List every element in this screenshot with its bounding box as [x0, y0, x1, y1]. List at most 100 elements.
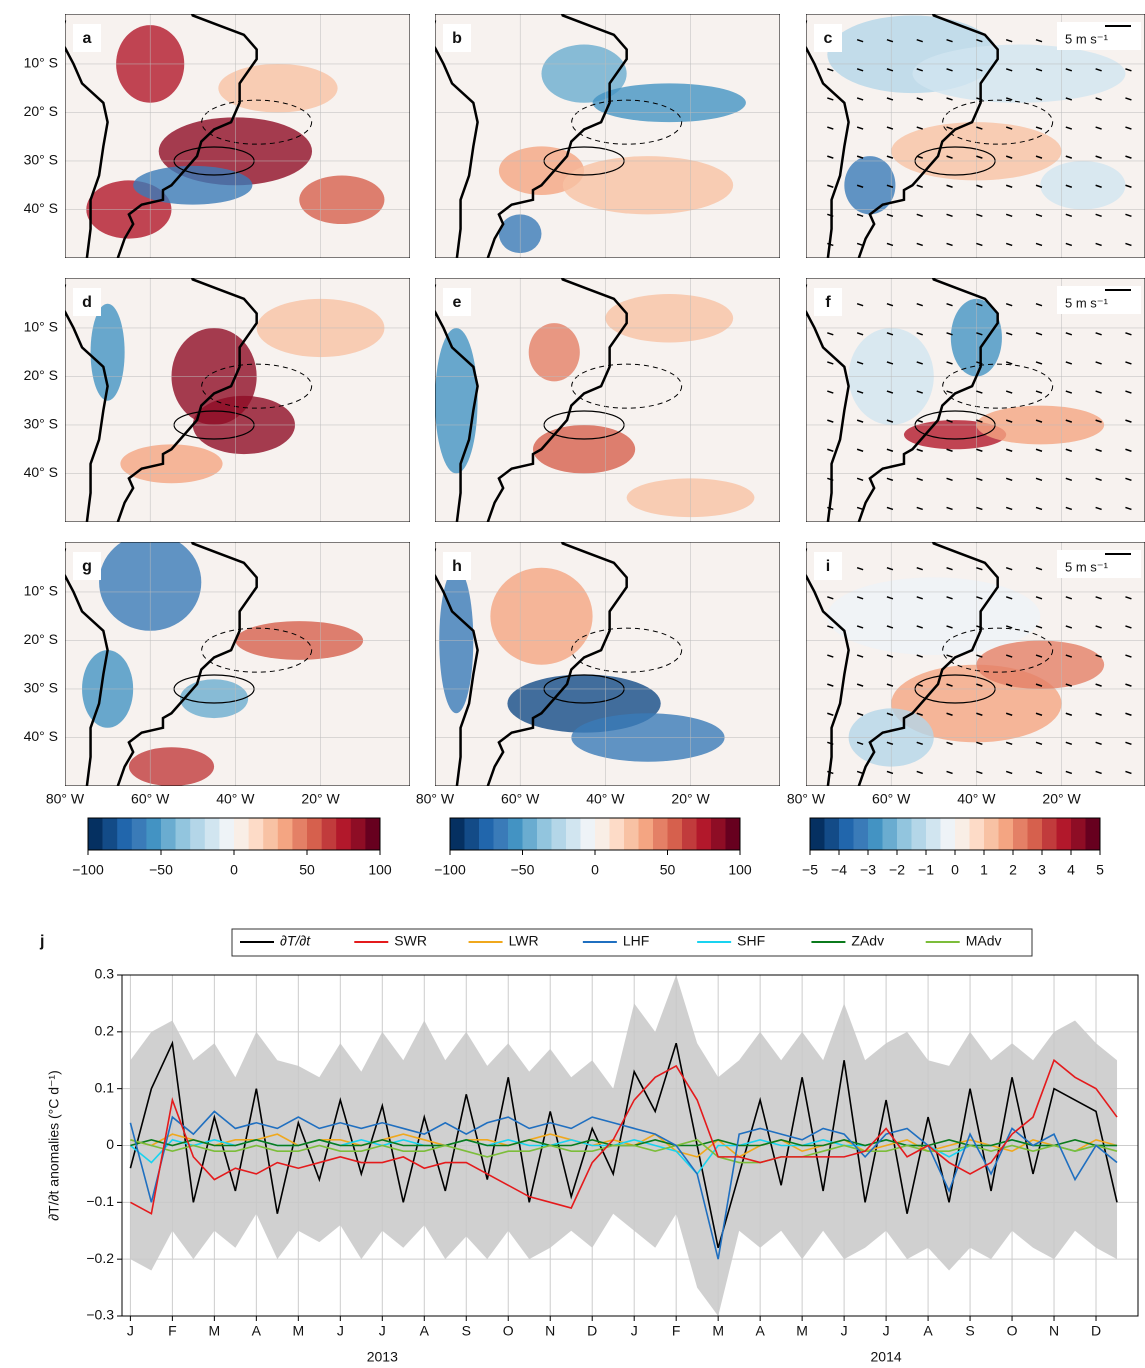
wind-vector: [1005, 97, 1013, 101]
wind-vector: [1005, 448, 1013, 452]
wind-vector: [1095, 625, 1102, 629]
wind-vector: [856, 625, 864, 629]
wind-vector: [1125, 184, 1132, 188]
colorbar-swatch: [955, 818, 970, 850]
colorbar-swatch: [464, 818, 480, 850]
wind-vector: [946, 596, 953, 600]
wind-vector: [1095, 332, 1102, 336]
colorbar-tick-label: 4: [1067, 862, 1075, 878]
colorbar-swatch: [277, 818, 293, 850]
lon-tick-label: 20° W: [1042, 791, 1081, 807]
wind-vector: [827, 654, 834, 658]
wind-vector: [916, 566, 923, 571]
wind-vector: [976, 361, 983, 365]
wind-vector: [1065, 654, 1073, 658]
legend-label: SWR: [394, 933, 427, 949]
map-panel: [435, 542, 780, 786]
wind-vector: [1035, 97, 1043, 101]
colorbar-swatch: [88, 818, 103, 850]
wind-vector: [1035, 419, 1043, 423]
anomaly-patch: [844, 156, 896, 215]
wind-vector: [916, 683, 923, 687]
label-box: [73, 552, 101, 580]
map-panel: [435, 278, 780, 522]
map-panel: [65, 278, 410, 522]
label-box: [73, 288, 101, 316]
wind-vector: [1035, 242, 1043, 247]
wind-vector: [886, 477, 894, 482]
wind-vector: [1035, 566, 1043, 571]
anomaly-patch: [218, 63, 338, 113]
lon-tick-label: 60° W: [872, 791, 911, 807]
wind-vector: [976, 419, 983, 423]
wind-vector: [1065, 712, 1073, 716]
anomaly-patch: [592, 83, 746, 123]
wind-vector: [1125, 741, 1132, 746]
coastline: [806, 284, 850, 522]
wind-vector: [916, 419, 923, 423]
wind-vector: [916, 448, 923, 452]
wind-vector: [856, 566, 864, 571]
wind-vector: [946, 97, 953, 101]
wind-vector: [976, 506, 983, 511]
wind-vector: [1065, 242, 1073, 247]
colorbar-swatch: [146, 818, 162, 850]
y-tick-label: 0.3: [95, 966, 115, 982]
legend-label: ZAdv: [851, 933, 884, 949]
x-tick-label: M: [796, 1323, 808, 1339]
panel-label: f: [825, 294, 831, 311]
x-tick-label: D: [587, 1323, 597, 1339]
lon-tick-label: 40° W: [957, 791, 996, 807]
wind-vector: [1035, 625, 1043, 629]
wind-vector: [946, 683, 953, 687]
wind-vector: [1095, 213, 1102, 218]
wind-vector: [856, 38, 864, 43]
plot-area: [129, 975, 1118, 1316]
wind-vector: [1005, 126, 1013, 130]
wind-vector: [1095, 242, 1102, 247]
wind-vector: [946, 448, 953, 452]
legend-label: SHF: [737, 933, 765, 949]
anomaly-patch: [490, 567, 593, 665]
wind-vector: [1125, 770, 1132, 775]
wind-vector: [1035, 126, 1043, 130]
y-tick-label: −0.2: [86, 1250, 114, 1266]
colorbar-swatch: [204, 818, 220, 850]
coastline: [806, 20, 850, 258]
wind-vector: [856, 126, 864, 130]
wind-vector: [1065, 97, 1073, 101]
lat-tick-label: 40° S: [24, 464, 58, 480]
colorbar-swatch: [493, 818, 509, 850]
wind-vector: [916, 155, 923, 159]
wind-vector: [976, 126, 983, 130]
wind-vector: [916, 506, 923, 511]
wind-vector: [1095, 390, 1102, 394]
wind-vector: [916, 38, 923, 43]
wind-vector: [1005, 654, 1013, 658]
wind-vector: [1125, 155, 1132, 159]
colorbar-swatch: [350, 818, 366, 850]
colorbar-swatch: [911, 818, 927, 850]
wind-vector: [1095, 654, 1102, 658]
wind-vector: [856, 448, 864, 452]
wind-vector: [827, 242, 834, 247]
wind-vector: [886, 126, 894, 130]
colorbar-tick-label: −100: [72, 862, 104, 878]
wind-vector: [827, 448, 834, 452]
map-panel: [65, 14, 410, 258]
colorbar-swatch: [810, 818, 825, 850]
y-tick-label: 0.1: [95, 1079, 115, 1095]
lat-tick-label: 40° S: [24, 728, 58, 744]
colorbar-swatch: [696, 818, 712, 850]
wind-vector: [1125, 242, 1132, 247]
wind-vector: [856, 332, 864, 336]
panel-label: e: [453, 294, 462, 311]
wind-vector: [1125, 506, 1132, 511]
wind-vector: [1035, 506, 1043, 511]
wind-vector: [1035, 596, 1043, 600]
panel-label: j: [39, 933, 44, 950]
x-tick-label: O: [503, 1323, 514, 1339]
wind-vector: [946, 68, 953, 72]
wind-vector: [856, 242, 864, 247]
